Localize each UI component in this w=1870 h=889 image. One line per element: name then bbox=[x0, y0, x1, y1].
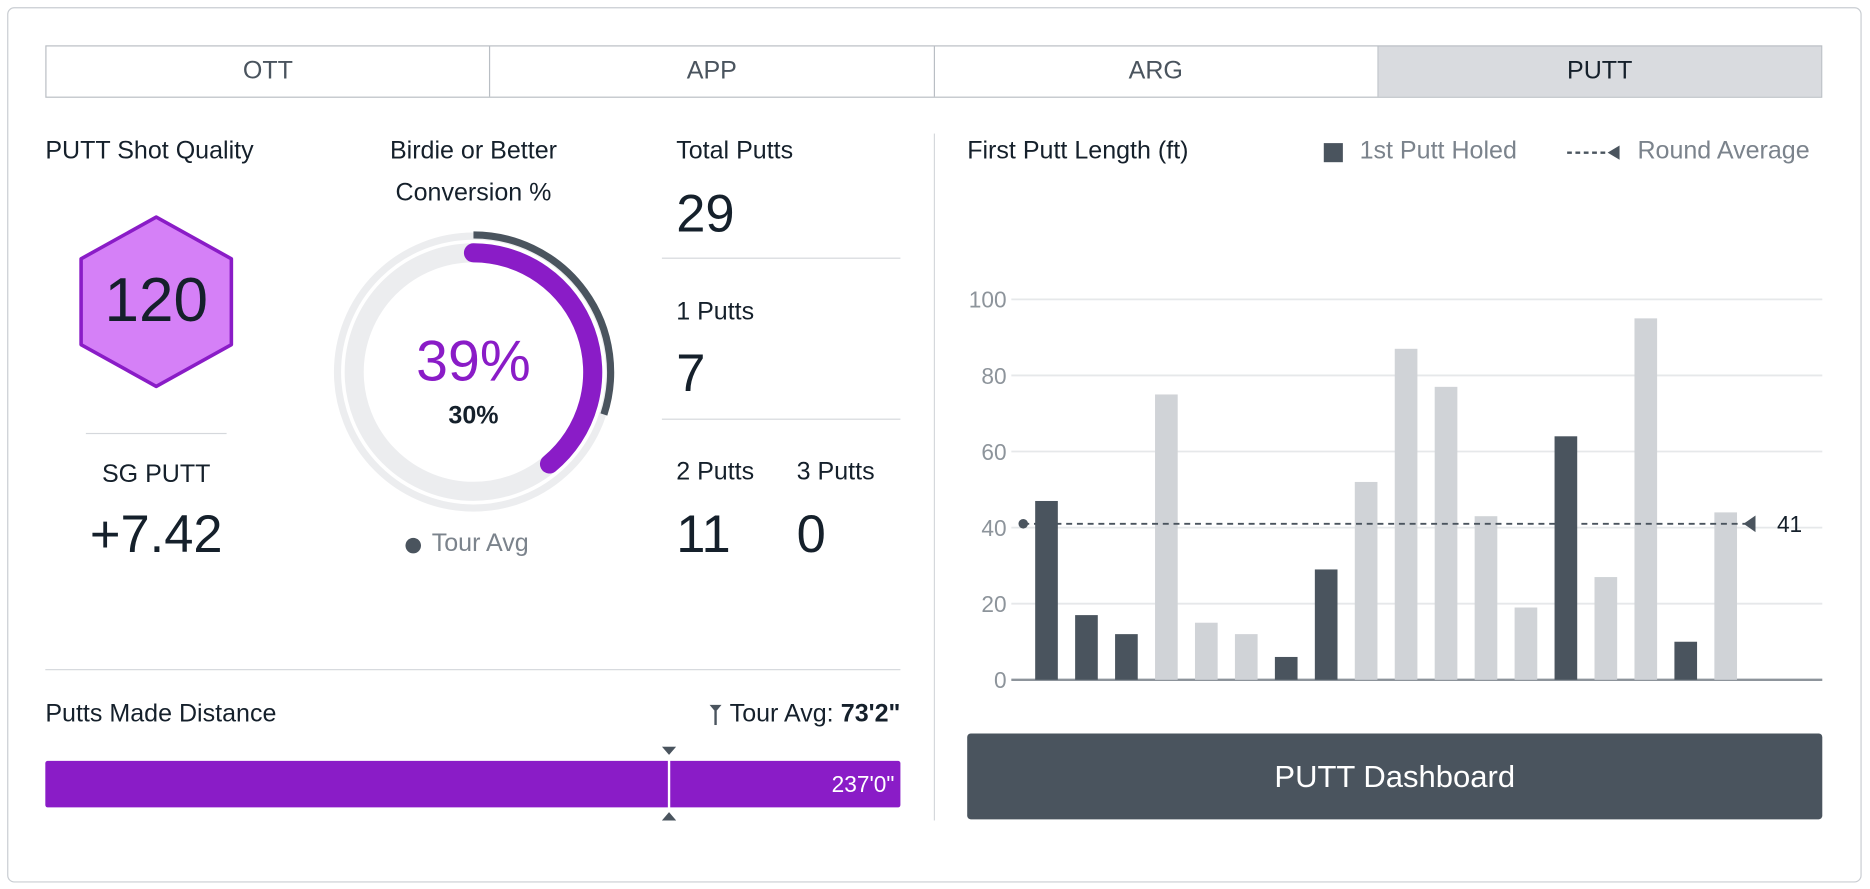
y-tick-label: 0 bbox=[994, 667, 1007, 693]
tour-avg-value: 73'2" bbox=[840, 700, 901, 728]
bar bbox=[1634, 318, 1658, 680]
bar bbox=[1274, 656, 1298, 680]
legend-average-icon bbox=[1567, 145, 1620, 160]
made-distance-value: 237'0" bbox=[831, 772, 895, 798]
bar bbox=[1394, 348, 1418, 680]
divider bbox=[45, 669, 901, 671]
bar bbox=[1234, 634, 1258, 680]
shot-quality-title: PUTT Shot Quality bbox=[45, 137, 254, 165]
bar bbox=[1434, 386, 1458, 680]
legend-holed-label: 1st Putt Holed bbox=[1359, 137, 1517, 165]
tab-putt[interactable]: PUTT bbox=[1378, 46, 1822, 97]
tab-app[interactable]: APP bbox=[490, 46, 935, 97]
hexagon-badge bbox=[79, 215, 234, 389]
putt-card bbox=[7, 7, 1862, 883]
three-putts-label: 3 Putts bbox=[796, 457, 875, 486]
legend-holed-swatch bbox=[1323, 143, 1343, 163]
putt-dashboard-button[interactable]: PUTT Dashboard bbox=[967, 733, 1823, 820]
tour-avg-marker bbox=[662, 746, 677, 821]
conversion-donut bbox=[333, 231, 615, 512]
bar bbox=[1115, 634, 1138, 680]
conversion-value: 39% bbox=[416, 330, 531, 394]
tab-ott[interactable]: OTT bbox=[47, 46, 491, 97]
bar bbox=[1714, 512, 1738, 680]
total-putts-value: 29 bbox=[676, 184, 735, 244]
y-tick-label: 100 bbox=[969, 287, 1007, 313]
conversion-arc bbox=[463, 243, 603, 474]
bar bbox=[1075, 615, 1098, 680]
bar bbox=[1155, 394, 1178, 680]
y-tick-label: 20 bbox=[981, 591, 1006, 617]
conversion-title-1: Birdie or Better bbox=[389, 137, 557, 165]
bar bbox=[1674, 641, 1698, 680]
made-distance-tour: Tour Avg: 73'2" bbox=[708, 700, 900, 729]
sg-putt-label: SG PUTT bbox=[101, 460, 211, 488]
bar bbox=[1594, 577, 1618, 680]
tour-avg-legend: Tour Avg bbox=[431, 529, 529, 557]
conversion-tour-value: 30% bbox=[448, 401, 499, 430]
conversion-title-2: Conversion % bbox=[395, 178, 552, 207]
bar bbox=[1514, 607, 1538, 680]
one-putts-value: 7 bbox=[676, 344, 706, 404]
bar bbox=[1554, 436, 1578, 680]
tour-avg-dot-icon bbox=[405, 537, 421, 554]
divider bbox=[661, 418, 901, 420]
tour-marker-icon bbox=[709, 704, 722, 726]
legend-average-label: Round Average bbox=[1637, 137, 1810, 165]
first-putt-chart: 0 20 40 60 80 100 41 bbox=[969, 287, 1823, 693]
bar bbox=[1314, 569, 1338, 680]
y-tick-label: 80 bbox=[981, 363, 1006, 389]
tab-arg[interactable]: ARG bbox=[934, 46, 1379, 97]
y-tick-label: 60 bbox=[981, 439, 1006, 465]
vertical-divider bbox=[933, 133, 935, 821]
average-label: 41 bbox=[1777, 511, 1802, 537]
made-distance-title: Putts Made Distance bbox=[45, 700, 277, 728]
bar bbox=[1035, 500, 1058, 680]
divider bbox=[661, 257, 901, 259]
two-putts-label: 2 Putts bbox=[676, 457, 755, 486]
average-marker-icon bbox=[1743, 515, 1756, 533]
bar bbox=[1194, 622, 1218, 680]
divider bbox=[85, 432, 227, 435]
tour-avg-arc bbox=[473, 231, 615, 416]
sg-putt-value: +7.42 bbox=[89, 505, 223, 565]
y-tick-label: 40 bbox=[981, 515, 1006, 541]
chart-title: First Putt Length (ft) bbox=[967, 137, 1189, 165]
tab-bar: OTT APP ARG PUTT bbox=[45, 45, 1823, 98]
one-putts-label: 1 Putts bbox=[676, 298, 755, 326]
tour-avg-label: Tour Avg: bbox=[729, 700, 834, 728]
bar bbox=[1474, 516, 1498, 680]
two-putts-value: 11 bbox=[676, 505, 731, 565]
total-putts-label: Total Putts bbox=[676, 137, 794, 165]
made-distance-bar bbox=[45, 760, 901, 808]
bar bbox=[1354, 481, 1378, 680]
shot-quality-value: 120 bbox=[104, 265, 208, 336]
three-putts-value: 0 bbox=[796, 505, 826, 565]
